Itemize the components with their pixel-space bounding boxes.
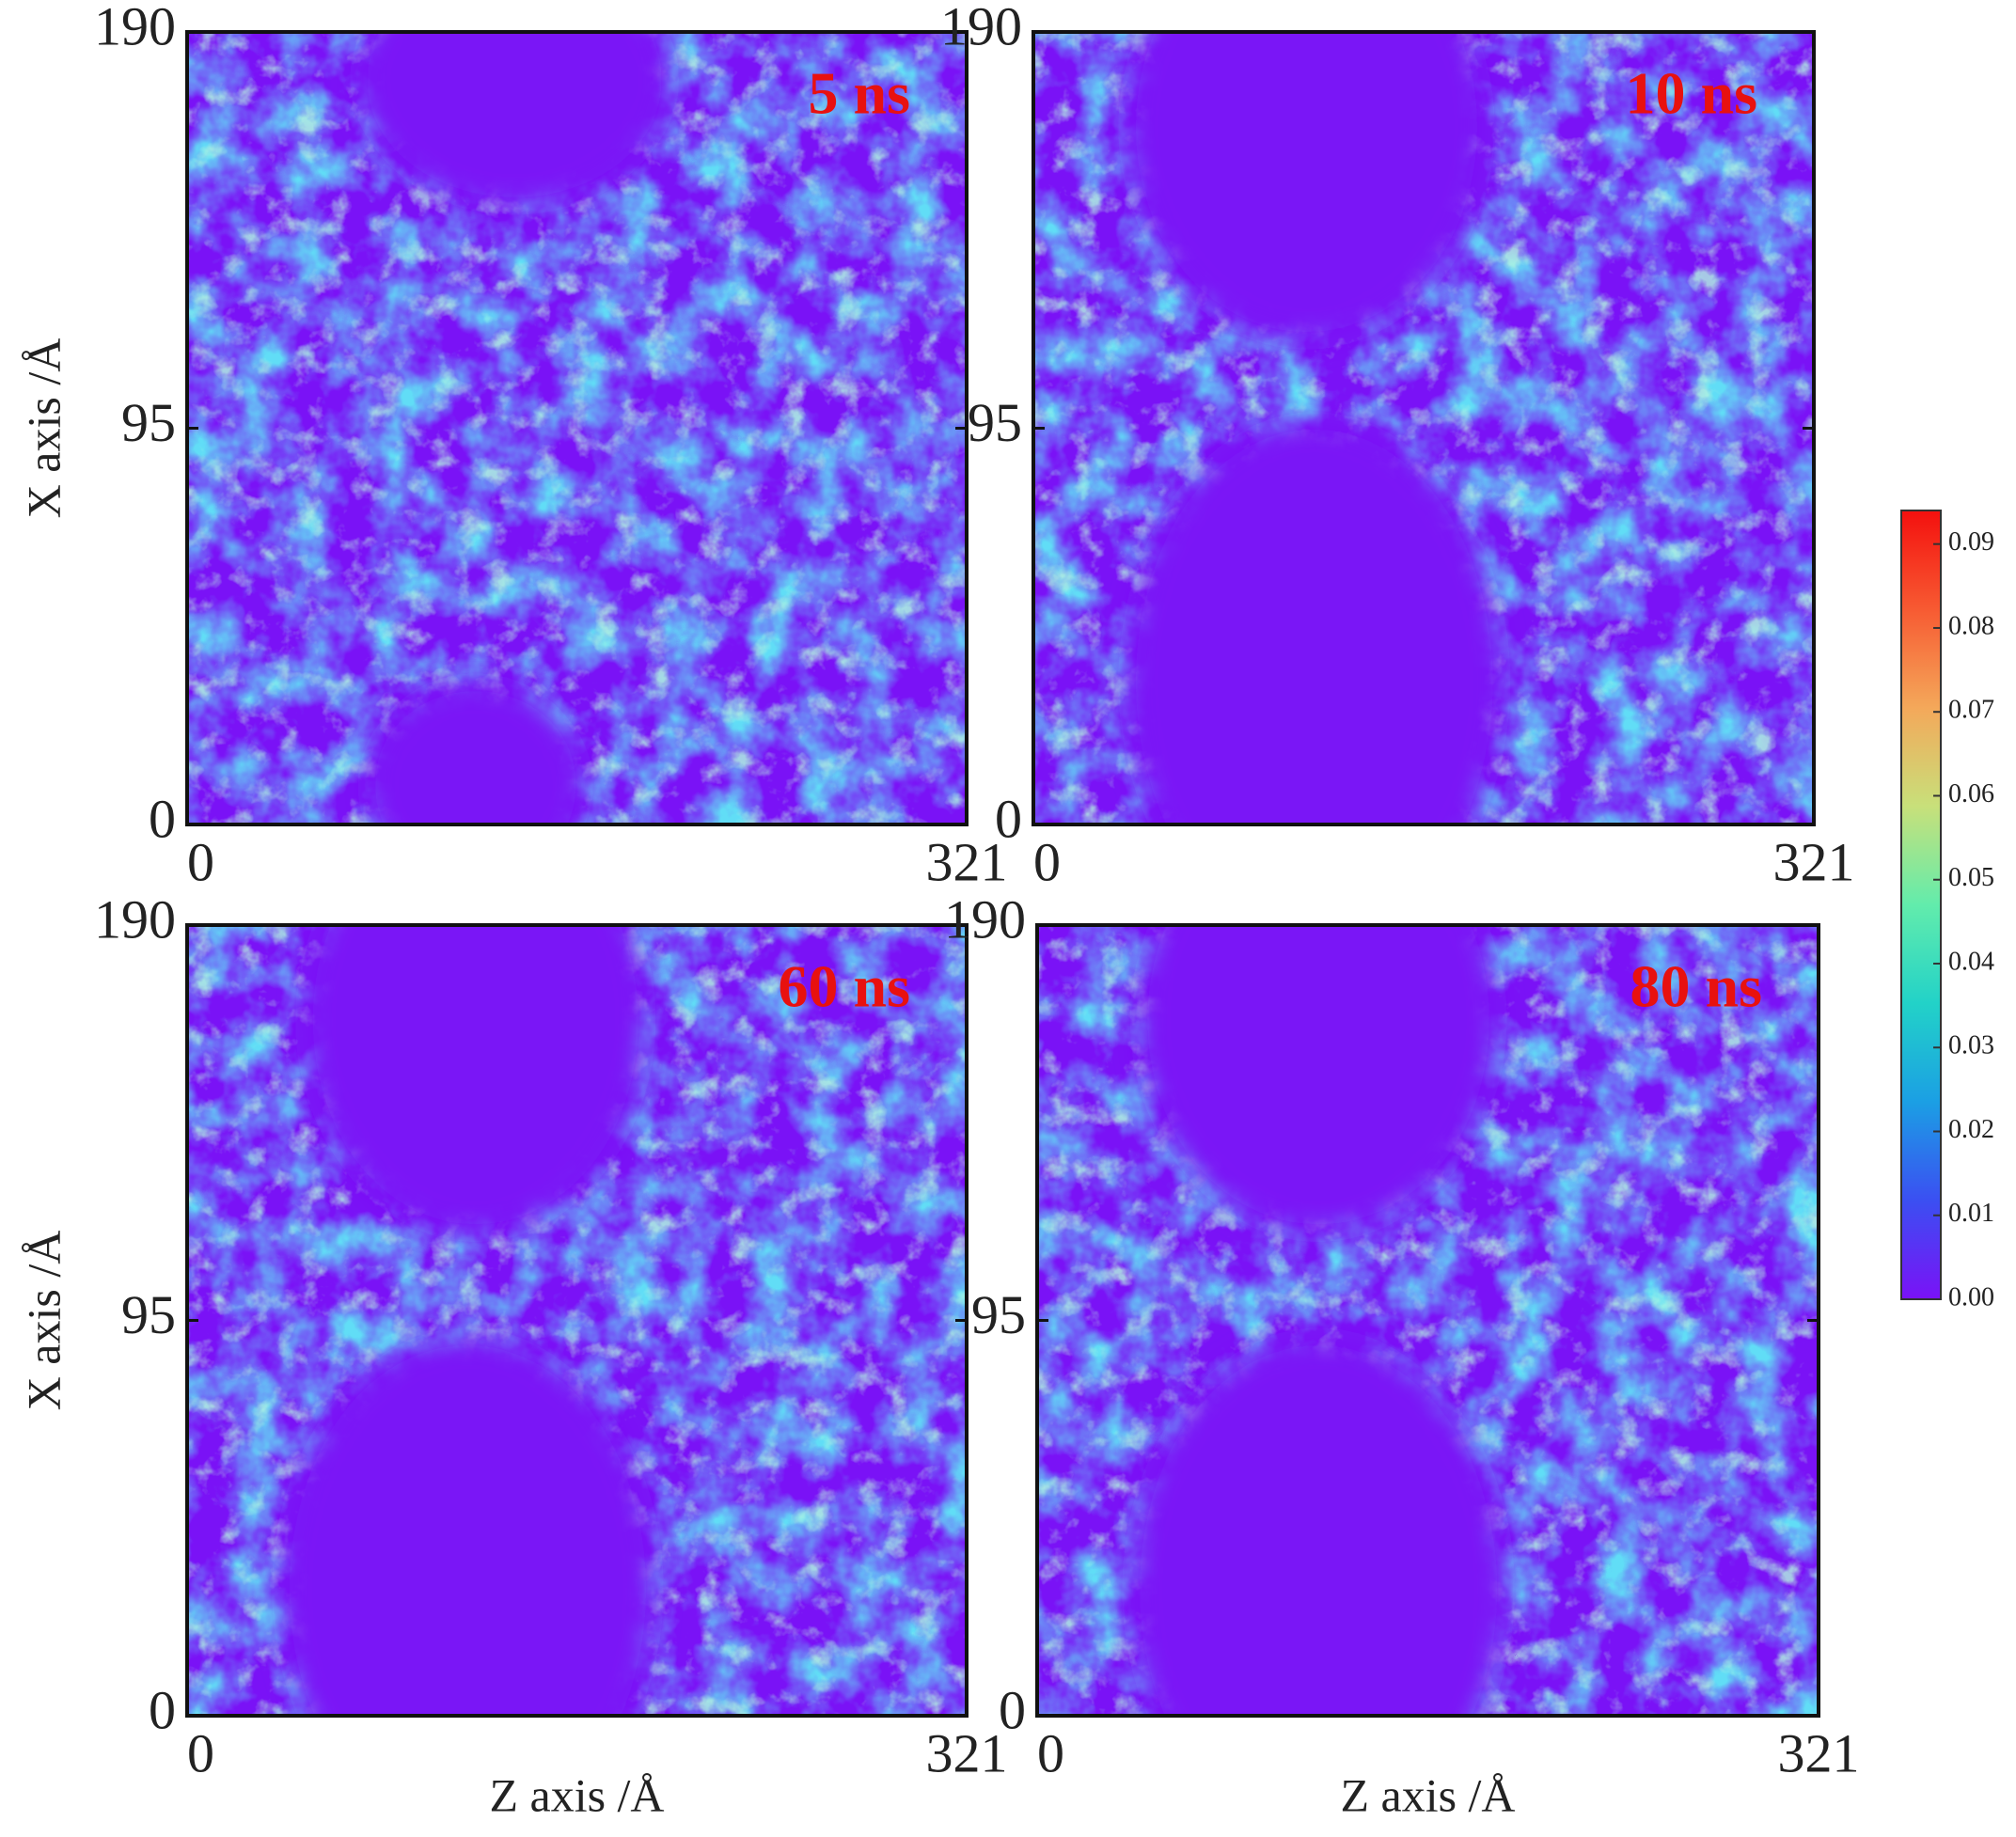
heatmap bbox=[185, 30, 969, 826]
heatmap-field bbox=[187, 925, 967, 1716]
void bbox=[1126, 420, 1502, 824]
colorbar-tick-label: 0.07 bbox=[1948, 696, 1994, 725]
y-tick-label: 95 bbox=[971, 1284, 1026, 1345]
y-axis-label: X axis /Å bbox=[17, 1231, 70, 1411]
y-tick-label: 190 bbox=[94, 0, 176, 56]
panel-title: 80 ns bbox=[1630, 953, 1763, 1020]
panel-title: 10 ns bbox=[1626, 60, 1758, 127]
void bbox=[304, 925, 648, 1233]
y-tick-label: 0 bbox=[999, 1679, 1026, 1740]
y-tick-label: 0 bbox=[995, 788, 1022, 849]
x-tick-label: 321 bbox=[1773, 831, 1855, 892]
x-tick-label: 0 bbox=[1033, 831, 1061, 892]
heatmap bbox=[185, 923, 969, 1718]
x-tick-label: 0 bbox=[187, 831, 214, 892]
y-tick-label: 190 bbox=[940, 0, 1022, 56]
x-tick-label: 321 bbox=[926, 1722, 1008, 1783]
void bbox=[1126, 32, 1487, 341]
colorbar bbox=[1900, 510, 1942, 1300]
void bbox=[280, 1336, 655, 1716]
void bbox=[366, 682, 585, 824]
x-tick-label: 0 bbox=[187, 1722, 214, 1783]
heatmap-field bbox=[1037, 925, 1819, 1716]
colorbar-tick-label: 0.05 bbox=[1948, 863, 1994, 892]
void bbox=[1139, 925, 1499, 1233]
panel-title: 60 ns bbox=[779, 953, 911, 1020]
colorbar-tick-label: 0.08 bbox=[1948, 611, 1994, 640]
heatmap bbox=[1035, 923, 1820, 1718]
x-axis-label: Z axis /Å bbox=[489, 1768, 664, 1821]
y-axis-label: X axis /Å bbox=[17, 338, 70, 519]
x-axis-label: Z axis /Å bbox=[1340, 1768, 1515, 1821]
x-tick-label: 321 bbox=[926, 831, 1008, 892]
colorbar-tick-label: 0.02 bbox=[1948, 1115, 1994, 1144]
y-tick-label: 0 bbox=[149, 1679, 176, 1740]
panel-title: 5 ns bbox=[809, 60, 911, 127]
void bbox=[1130, 1336, 1506, 1716]
y-tick-label: 190 bbox=[944, 888, 1026, 950]
colorbar-tick-label: 0.00 bbox=[1948, 1282, 1994, 1311]
y-tick-label: 190 bbox=[94, 888, 176, 950]
heatmap-field bbox=[1033, 32, 1814, 824]
colorbar-tick-label: 0.06 bbox=[1948, 779, 1994, 809]
colorbar-tick-label: 0.04 bbox=[1948, 947, 1994, 976]
heatmap bbox=[1032, 30, 1816, 826]
void bbox=[358, 32, 670, 207]
colorbar-tick-label: 0.09 bbox=[1948, 527, 1994, 557]
y-tick-label: 95 bbox=[121, 392, 176, 453]
y-tick-label: 95 bbox=[121, 1284, 176, 1345]
heatmap-field bbox=[187, 32, 967, 824]
y-tick-label: 0 bbox=[149, 788, 176, 849]
colorbar-tick-label: 0.03 bbox=[1948, 1031, 1994, 1060]
x-tick-label: 321 bbox=[1778, 1722, 1860, 1783]
y-tick-label: 95 bbox=[968, 392, 1022, 453]
x-tick-label: 0 bbox=[1037, 1722, 1064, 1783]
colorbar-tick-label: 0.01 bbox=[1948, 1199, 1994, 1228]
